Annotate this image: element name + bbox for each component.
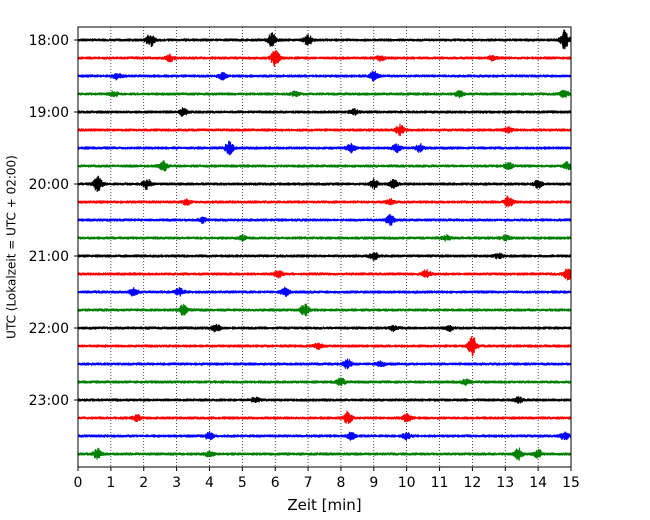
trace-1815	[77, 50, 572, 67]
trace-2145	[77, 303, 572, 317]
trace-1845	[77, 89, 572, 99]
x-tick-label-6: 6	[271, 475, 280, 491]
trace-2030	[77, 214, 572, 226]
grid-lines	[110, 27, 539, 467]
y-axis-ticks: 18:00 19:00 20:00 21:00 22:00 23:00	[29, 33, 78, 409]
trace-2100	[77, 251, 572, 261]
y-tick-label-2200: 22:00	[29, 321, 69, 337]
x-axis-label: Zeit [min]	[287, 496, 361, 514]
trace-2300	[77, 396, 572, 404]
trace-1945	[77, 160, 572, 172]
x-tick-label-3: 3	[172, 475, 181, 491]
trace-2115	[77, 268, 572, 281]
trace-2230	[77, 358, 572, 370]
trace-1800	[77, 29, 572, 50]
x-tick-label-13: 13	[496, 475, 514, 491]
x-tick-label-2: 2	[139, 475, 148, 491]
trace-2045	[77, 234, 572, 242]
trace-2015	[77, 195, 572, 208]
y-axis-label: UTC (Lokalzeit = UTC + 02:00)	[5, 155, 19, 339]
x-tick-label-10: 10	[398, 475, 416, 491]
x-tick-label-7: 7	[304, 475, 313, 491]
x-tick-label-8: 8	[336, 475, 345, 491]
trace-1915	[77, 123, 572, 137]
x-tick-label-9: 9	[369, 475, 378, 491]
trace-2200	[77, 323, 572, 333]
y-tick-label-2100: 21:00	[29, 249, 69, 265]
trace-1830	[77, 70, 572, 82]
trace-1930	[77, 140, 572, 156]
plot-frame	[77, 26, 572, 468]
x-axis-ticks: 0 1 2 3 4 5 6 7 8 9 10 11 12 13 14 15	[74, 467, 580, 491]
trace-2330	[77, 431, 572, 441]
trace-2000	[77, 175, 572, 192]
x-tick-label-11: 11	[431, 475, 449, 491]
trace-2245	[77, 377, 572, 386]
y-tick-label-2300: 23:00	[29, 393, 69, 409]
x-tick-label-4: 4	[205, 475, 214, 491]
x-tick-label-1: 1	[106, 475, 115, 491]
y-tick-label-1900: 19:00	[29, 105, 69, 121]
x-tick-label-14: 14	[529, 475, 547, 491]
trace-1900	[77, 107, 572, 117]
trace-2130	[77, 286, 572, 297]
trace-2345	[77, 447, 572, 461]
y-tick-label-2000: 20:00	[29, 177, 69, 193]
x-tick-label-5: 5	[238, 475, 247, 491]
y-tick-label-1800: 18:00	[29, 33, 69, 49]
x-tick-label-15: 15	[562, 475, 580, 491]
traces	[77, 29, 572, 461]
x-tick-label-12: 12	[463, 475, 481, 491]
trace-2215	[77, 336, 572, 357]
trace-2315	[77, 410, 572, 425]
x-tick-label-0: 0	[74, 475, 83, 491]
